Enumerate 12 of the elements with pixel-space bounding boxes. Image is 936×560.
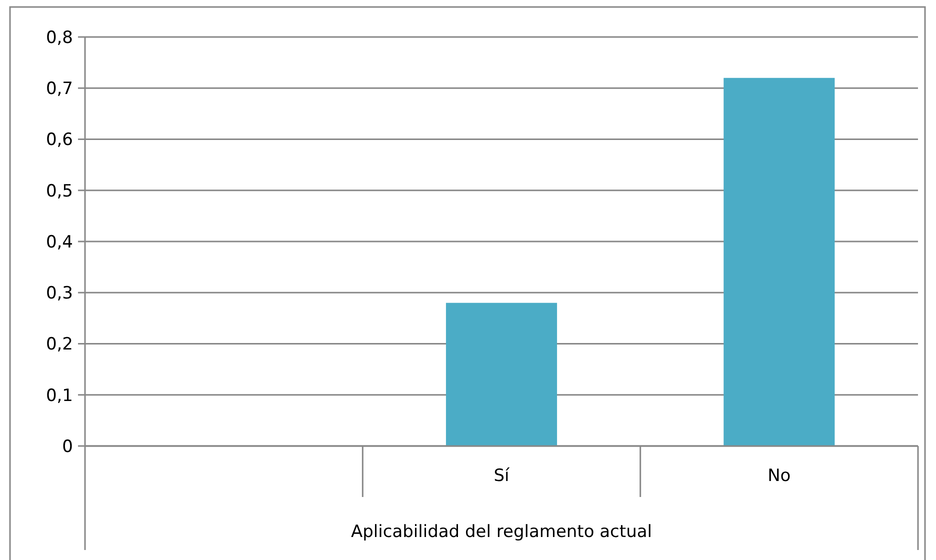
y-tick-label: 0,7	[46, 79, 73, 100]
x-tick-label: No	[768, 466, 791, 486]
y-tick-label: 0,3	[46, 284, 73, 304]
y-tick-label: 0,1	[46, 386, 73, 406]
y-tick-label: 0,4	[46, 232, 73, 252]
y-tick-label: 0,2	[46, 334, 73, 355]
y-tick-label: 0,5	[46, 181, 73, 202]
y-tick-label: 0	[62, 436, 73, 457]
x-tick-label: Sí	[494, 466, 511, 486]
y-tick-label: 0,8	[46, 28, 73, 48]
x-axis-title: Aplicabilidad del reglamento actual	[351, 522, 652, 542]
y-tick-label: 0,6	[46, 130, 73, 150]
